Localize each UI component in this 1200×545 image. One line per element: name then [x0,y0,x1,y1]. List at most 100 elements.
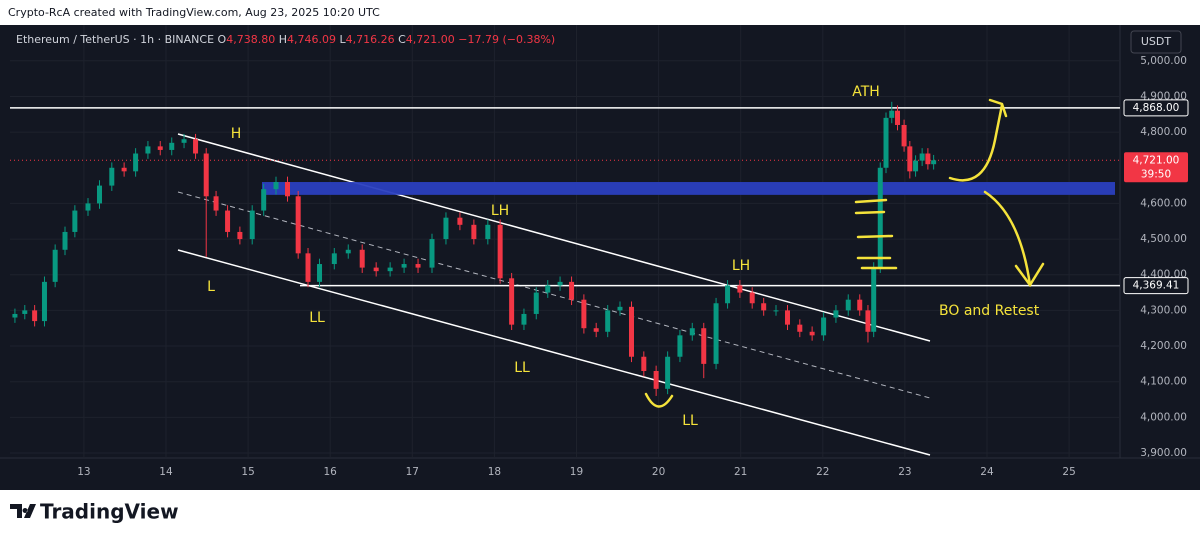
x-tick-label: 20 [652,466,665,478]
y-tick-label: 4,600.00 [1140,197,1187,209]
candle-body [237,231,243,240]
last-price-label: 4,721.00 [1133,154,1180,166]
arrow-up [948,103,1004,182]
candle-body [273,182,279,190]
y-tick-label: 4,800.00 [1140,126,1187,138]
candle-body [415,264,421,268]
candle-body [22,310,28,314]
candle-body [689,328,695,336]
candle-body [443,217,449,240]
currency[interactable]: USDT [1141,35,1172,48]
candle-body [931,160,937,165]
legend-key: C [398,33,406,46]
y-tick-label: 4,500.00 [1140,233,1187,245]
candle-body [889,110,895,118]
candle-body [225,210,231,232]
x-tick-label: 15 [241,466,254,478]
hand-drawn [644,98,1045,408]
candle-body [401,264,407,268]
candle-body [713,303,719,364]
candle-body [677,335,683,357]
candle-body [641,356,647,372]
candle-body [157,146,163,150]
candle-body [145,146,151,154]
candle-body [809,331,815,336]
channel-upper [177,133,931,342]
last-price-tag [1124,152,1188,183]
candle-body [509,278,515,325]
y-tick-label: 3,900.00 [1140,447,1187,459]
candle-body [797,324,803,332]
candle-body [285,182,290,197]
candle-body [665,356,671,389]
candle-body [545,285,551,293]
candle-body [41,281,47,322]
candle-body [109,167,115,186]
candle-body [833,310,839,318]
candle-body [331,253,337,265]
candle-body [569,281,575,300]
annotation: L [207,279,215,295]
legend: Ethereum / TetherUS · 1h · BINANCE O4,73… [16,33,555,46]
candle-body [133,153,139,172]
legend-value: 4,738.80 [226,33,275,46]
candle-body [877,167,883,268]
candle-body [387,267,393,272]
candle-body [845,299,851,311]
x-tick-label: 21 [734,466,747,478]
candle-body [761,303,767,311]
x-tick-label: 18 [488,466,501,478]
legend-key: H [279,33,287,46]
candle-body [907,146,913,172]
level-tag [1123,277,1189,295]
retest-marks [854,198,898,270]
candle-body [169,142,175,150]
candle-body [429,239,435,268]
candle-body [883,117,889,168]
x-tick-label: 22 [816,466,829,478]
candle-body [373,267,379,272]
annotation: LL [309,310,325,326]
candle-body [629,306,635,357]
grid [10,25,1120,458]
candle-body [85,203,91,211]
y-tick-label: 4,000.00 [1140,411,1187,423]
chart-bg [0,25,1200,490]
legend-value: 4,721.00 [406,33,455,46]
logo [10,504,36,518]
drawings [10,107,1120,456]
countdown: 39:50 [1141,168,1171,180]
x-tick-label: 13 [77,466,90,478]
candle-body [359,249,365,268]
candle-body [193,139,199,154]
channel-lower [177,249,931,456]
candle-body [497,224,503,279]
legend-change: −17.79 (−0.38%) [458,33,555,46]
y-tick-label: 4,100.00 [1140,376,1187,388]
zone [262,182,1115,195]
x-tick-label: 17 [406,466,419,478]
legend-value: 4,746.09 [287,33,336,46]
candles [12,101,937,396]
legend-key: L [339,33,346,46]
x-tick-label: 23 [898,466,911,478]
x-tick-label: 19 [570,466,583,478]
y-tick-label: 4,300.00 [1140,304,1187,316]
legend-key: O [218,33,227,46]
candle-body [737,285,743,293]
candle-body [725,285,731,304]
candle-body [701,328,707,364]
candle-body [96,185,102,204]
candle-body [121,167,127,172]
legend-value: 4,716.26 [346,33,395,46]
candle-body [62,231,68,250]
candle-body [533,292,539,314]
legend-symbol: Ethereum / TetherUS · 1h · BINANCE [16,33,214,46]
currency-button[interactable] [1130,30,1182,54]
candle-body [317,264,323,282]
annotation: H [231,126,242,142]
annotation: ATH [852,84,880,100]
